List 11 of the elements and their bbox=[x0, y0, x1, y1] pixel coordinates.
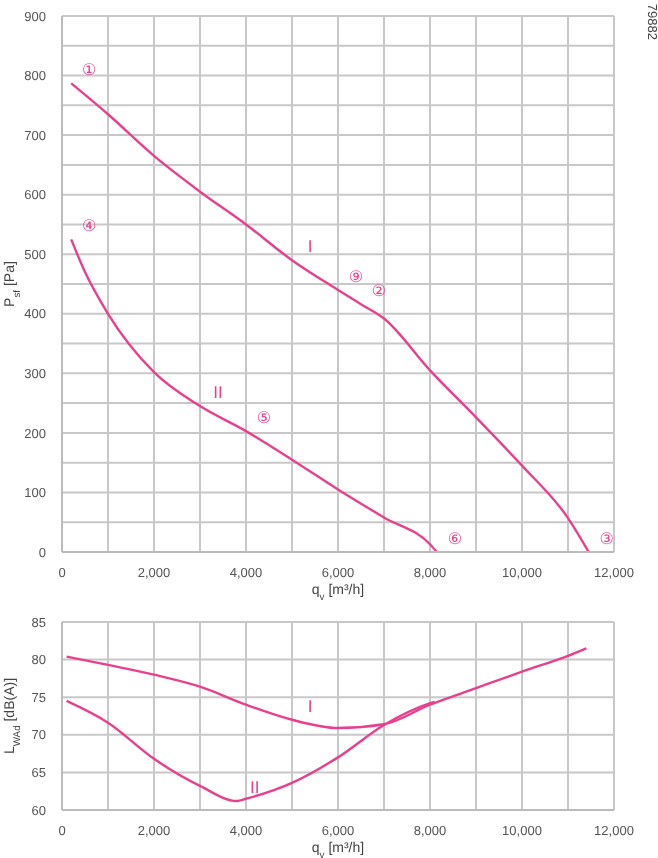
annotation: I bbox=[307, 238, 313, 257]
annotation: ② bbox=[371, 282, 387, 301]
annotation: ④ bbox=[82, 217, 97, 236]
annotation: ③ bbox=[599, 530, 614, 548]
annotation: II bbox=[250, 778, 260, 797]
annotation: ⑤ bbox=[256, 409, 272, 428]
annotation: II bbox=[213, 384, 223, 403]
annotation: ⑨ bbox=[348, 267, 364, 286]
annotation: ⑥ bbox=[447, 530, 463, 548]
annotation: ① bbox=[82, 61, 97, 80]
annotation: I bbox=[307, 697, 313, 716]
